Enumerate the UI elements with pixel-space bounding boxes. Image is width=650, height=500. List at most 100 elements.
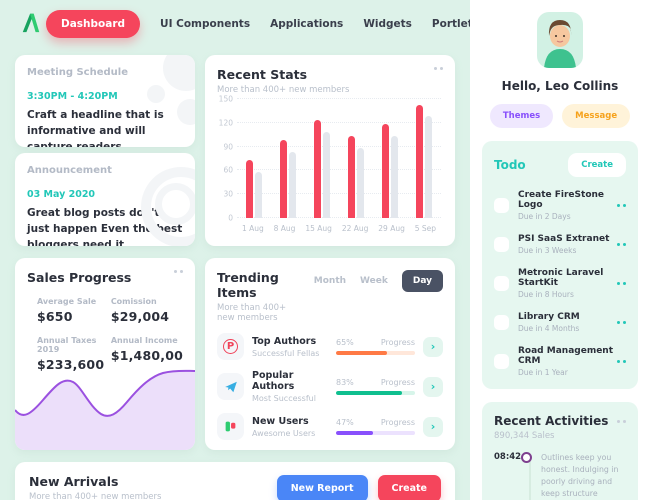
more-menu-icon[interactable] xyxy=(434,67,443,70)
card-title: Recent Stats xyxy=(217,67,308,82)
y-axis-tick: 120 xyxy=(218,118,233,128)
sales-progress-card: Sales Progress Average Sale $650 Comission… xyxy=(15,258,195,450)
stat-label: Average Sale xyxy=(37,297,97,306)
bar xyxy=(425,116,432,218)
bar xyxy=(246,160,253,218)
activity-text: Outlines keep you honest. Indulging in p… xyxy=(541,452,626,500)
timeline-marker-icon xyxy=(521,452,532,463)
nav-item-portlets[interactable]: Portlets xyxy=(431,18,480,30)
themes-button[interactable]: Themes xyxy=(489,104,554,128)
bar-groups xyxy=(237,99,441,218)
todo-item: PSI SaaS Extranet Due in 3 Weeks xyxy=(494,234,626,255)
message-button[interactable]: Message xyxy=(562,104,631,128)
trending-progress: 65% Progress xyxy=(336,338,415,355)
card-title: Trending Items xyxy=(217,270,279,300)
sales-stat: Annual Income $1,480,00 xyxy=(111,336,183,372)
todo-checkbox[interactable] xyxy=(494,315,509,330)
todo-title: Todo xyxy=(494,158,526,172)
bar-group xyxy=(314,120,330,218)
trending-progress: 83% Progress xyxy=(336,378,415,395)
todo-item-due: Due in 2 Days xyxy=(518,212,571,221)
todo-checkbox[interactable] xyxy=(494,198,509,213)
meeting-text: Craft a headline that is informative and… xyxy=(27,109,164,147)
telegram-icon xyxy=(217,373,244,400)
progress-fill xyxy=(336,391,402,395)
bar-group xyxy=(280,140,296,218)
trending-item: P Top Authors Successful Fellas 65% Progress… xyxy=(217,333,443,360)
app-logo-icon[interactable] xyxy=(16,11,46,37)
progress-track xyxy=(336,391,415,395)
stat-value: $29,004 xyxy=(110,309,170,324)
create-button[interactable]: Create xyxy=(377,474,441,500)
new-users-icon xyxy=(217,413,244,440)
card-subtitle: More than 400+ new members xyxy=(217,85,350,95)
bar-chart-xlabels: 1 Aug 8 Aug 15 Aug 22 Aug 29 Aug 5 Sep xyxy=(237,224,441,233)
tab-month[interactable]: Month xyxy=(313,276,347,286)
user-greeting: Hello, Leo Collins xyxy=(501,79,619,93)
pinterest-p-icon: P xyxy=(217,333,244,360)
chevron-right-icon: › xyxy=(430,340,436,353)
card-subtitle: More than 400+ new members xyxy=(217,303,287,323)
nav-item-dashboard[interactable]: Dashboard xyxy=(46,10,141,38)
progress-labels: 83% Progress xyxy=(336,378,415,387)
todo-item-due: Due in 1 Year xyxy=(518,368,568,377)
more-menu-icon[interactable] xyxy=(174,270,183,273)
activity-item: 08:42 Outlines keep you honest. Indulging… xyxy=(494,452,626,500)
row-arrow-button[interactable]: › xyxy=(423,416,443,437)
todo-item-menu-icon[interactable] xyxy=(617,360,626,363)
todo-item-due: Due in 4 Months xyxy=(518,324,580,333)
announcement-text: Great blog posts don't just happen Even … xyxy=(27,207,183,246)
nav-item-applications[interactable]: Applications xyxy=(270,18,344,30)
bar xyxy=(314,120,321,218)
todo-item: Road Management CRM Due in 1 Year xyxy=(494,346,626,377)
y-axis-tick: 60 xyxy=(223,165,233,175)
activities-title: Recent Activities xyxy=(494,414,609,428)
bar xyxy=(348,136,355,218)
row-arrow-button[interactable]: › xyxy=(423,336,443,357)
activities-subtitle: 890,344 Sales xyxy=(494,431,555,441)
nav-item-widgets[interactable]: Widgets xyxy=(363,18,412,30)
progress-labels: 65% Progress xyxy=(336,338,415,347)
todo-item-menu-icon[interactable] xyxy=(617,321,626,324)
sales-stat: Average Sale $650 xyxy=(37,297,107,324)
chart-gridline: 150 xyxy=(219,95,441,104)
user-avatar[interactable] xyxy=(537,12,583,68)
more-menu-icon[interactable] xyxy=(617,419,626,423)
todo-item-text: PSI SaaS Extranet Due in 3 Weeks xyxy=(518,234,617,255)
progress-track xyxy=(336,351,415,355)
todo-item-text: Road Management CRM Due in 1 Year xyxy=(518,346,617,377)
chevron-right-icon: › xyxy=(430,380,436,393)
todo-checkbox[interactable] xyxy=(494,276,509,291)
trending-item-subtitle: Successful Fellas xyxy=(252,348,320,358)
decor-circle xyxy=(147,85,165,103)
trending-item-text: New Users Awesome Users xyxy=(252,416,336,438)
row-arrow-button[interactable]: › xyxy=(423,376,443,397)
todo-item-title: Create FireStone Logo xyxy=(518,190,605,210)
x-axis-tick: 8 Aug xyxy=(273,224,296,233)
bar xyxy=(280,140,287,218)
todo-create-button[interactable]: Create xyxy=(568,153,626,177)
tab-day[interactable]: Day xyxy=(401,270,443,292)
x-axis-tick: 5 Sep xyxy=(414,224,437,233)
todo-checkbox[interactable] xyxy=(494,237,509,252)
tab-week[interactable]: Week xyxy=(360,276,388,286)
new-report-button[interactable]: New Report xyxy=(276,474,368,500)
todo-item-menu-icon[interactable] xyxy=(617,204,626,207)
stat-label: Annual Income xyxy=(110,336,178,345)
stat-label: Comission xyxy=(110,297,157,306)
bar xyxy=(416,104,423,218)
todo-item-menu-icon[interactable] xyxy=(617,243,626,246)
card-title: Meeting Schedule xyxy=(27,67,129,78)
chart-gridline: 90 xyxy=(223,142,441,151)
trending-item-title: New Users xyxy=(252,415,309,427)
y-axis-tick: 90 xyxy=(223,142,233,152)
todo-item-title: Road Management CRM xyxy=(518,346,614,366)
trending-item-subtitle: Awesome Users xyxy=(252,428,316,438)
nav-item-ui-components[interactable]: UI Components xyxy=(160,18,251,30)
trending-progress: 47% Progress xyxy=(336,418,415,435)
announcement-date: 03 May 2020 xyxy=(27,189,96,200)
todo-item-menu-icon[interactable] xyxy=(617,282,626,285)
y-axis-tick: 30 xyxy=(223,189,233,199)
todo-checkbox[interactable] xyxy=(494,354,509,369)
chart-gridline: 60 xyxy=(223,166,441,175)
